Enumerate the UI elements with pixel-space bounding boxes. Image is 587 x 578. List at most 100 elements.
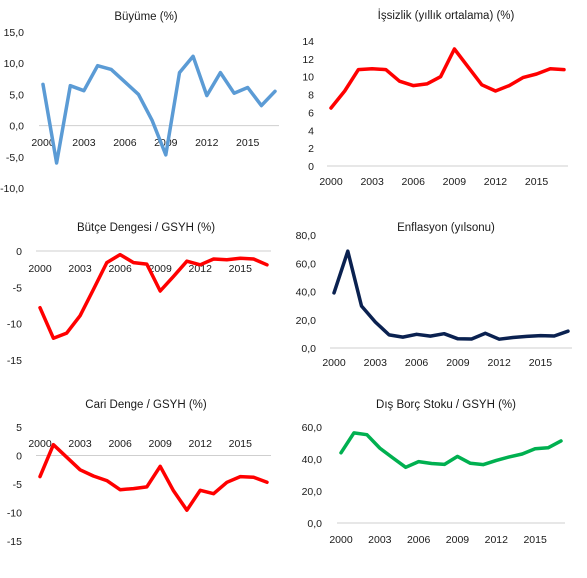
current-account-x-tick-label: 2009: [148, 438, 172, 450]
inflation-y-tick-label: 60,0: [296, 258, 317, 270]
external-debt-x-tick-label: 2000: [329, 534, 353, 546]
current-account-x-tick-label: 2015: [229, 438, 253, 450]
current-account-chart-title: Cari Denge / GSYH (%): [85, 399, 207, 411]
unemployment-data-point: [535, 73, 538, 76]
unemployment-chart-title: İşsizlik (yıllık ortalama) (%): [378, 9, 515, 22]
growth-data-point: [164, 153, 167, 156]
current-account-data-point: [52, 443, 55, 446]
growth-data-point: [192, 55, 195, 58]
growth-x-tick-label: 2006: [113, 137, 137, 149]
current-account-y-tick-label: -10: [7, 508, 22, 520]
current-account-data-point: [39, 475, 42, 478]
unemployment-data-point: [425, 82, 428, 85]
current-account-x-tick-label: 2012: [189, 438, 213, 450]
growth-data-point: [219, 71, 222, 74]
inflation-data-point: [553, 335, 556, 338]
growth-data-point: [69, 84, 72, 87]
inflation-data-point: [484, 332, 487, 335]
current-account-data-point: [185, 509, 188, 512]
external-debt-series-line: [339, 431, 563, 470]
external-debt-data-point: [469, 462, 472, 465]
inflation-chart-title: Enflasyon (yılsonu): [397, 222, 495, 234]
inflation-data-point: [498, 338, 501, 341]
inflation-x-tick-label: 2006: [405, 357, 429, 369]
growth-data-point: [151, 119, 154, 122]
budget-balance-data-point: [252, 258, 255, 261]
current-account-y-tick-label: -5: [13, 479, 22, 491]
growth-y-tick-label: 0,0: [9, 121, 24, 133]
current-account-data-point: [252, 476, 255, 479]
growth-data-point: [233, 92, 236, 95]
unemployment-y-tick-label: 4: [308, 125, 314, 137]
inflation-data-point: [360, 305, 363, 308]
budget-balance-data-point: [92, 288, 95, 291]
unemployment-data-point: [563, 68, 566, 71]
unemployment-y-tick-label: 0: [308, 161, 314, 173]
growth-y-tick-label: -10,0: [0, 183, 24, 195]
unemployment-data-point: [494, 90, 497, 93]
unemployment-y-tick-label: 2: [308, 143, 314, 155]
budget-balance-series-line: [38, 252, 269, 340]
current-account-data-point: [225, 481, 228, 484]
external-debt-data-point: [521, 453, 524, 456]
external-debt-data-point: [378, 447, 381, 450]
budget-balance-data-point: [225, 258, 228, 261]
external-debt-data-point: [456, 455, 459, 458]
unemployment-x-tick-label: 2012: [484, 176, 508, 188]
growth-data-point: [55, 162, 58, 165]
current-account-y-tick-label: 5: [16, 422, 22, 434]
external-debt-y-tick-label: 40,0: [302, 454, 323, 466]
external-debt-x-tick-label: 2012: [485, 534, 509, 546]
budget-balance-data-point: [39, 306, 42, 309]
current-account-data-point: [172, 489, 175, 492]
budget-balance-data-point: [105, 261, 108, 264]
inflation-y-tick-label: 0,0: [301, 343, 316, 355]
budget-balance-y-tick-label: -15: [7, 355, 22, 367]
inflation-data-point: [415, 333, 418, 336]
unemployment-x-tick-label: 2000: [319, 176, 343, 188]
unemployment-data-point: [412, 84, 415, 87]
current-account-data-point: [145, 485, 148, 488]
budget-balance-data-point: [199, 263, 202, 266]
budget-balance-y-tick-label: -5: [13, 282, 22, 294]
external-debt-x-tick-label: 2015: [523, 534, 547, 546]
inflation-data-point: [539, 334, 542, 337]
unemployment-data-point: [330, 107, 333, 110]
external-debt-data-point: [365, 433, 368, 436]
growth-x-tick-label: 2015: [236, 137, 260, 149]
growth-y-tick-label: -5,0: [6, 152, 24, 164]
unemployment-data-point: [508, 84, 511, 87]
unemployment-x-tick-label: 2015: [525, 176, 549, 188]
external-debt-y-tick-label: 0,0: [307, 518, 322, 530]
unemployment-data-point: [467, 65, 470, 68]
external-debt-data-point: [340, 451, 343, 454]
inflation-data-point: [374, 321, 377, 324]
external-debt-data-point: [443, 463, 446, 466]
unemployment-y-tick-label: 10: [302, 72, 314, 84]
current-account-data-point: [132, 487, 135, 490]
current-account-data-point: [199, 489, 202, 492]
external-debt-data-point: [391, 456, 394, 459]
inflation-data-point: [429, 335, 432, 338]
budget-balance-x-tick-label: 2012: [189, 263, 213, 275]
inflation-data-point: [567, 330, 570, 333]
inflation-data-point: [346, 250, 349, 253]
external-debt-data-point: [352, 431, 355, 434]
external-debt-y-tick-label: 60,0: [302, 422, 323, 434]
current-account-data-point: [159, 465, 162, 468]
unemployment-series-line: [329, 47, 566, 110]
budget-balance-y-tick-label: 0: [16, 246, 22, 258]
growth-data-point: [137, 93, 140, 96]
growth-data-point: [42, 83, 45, 86]
current-account-series-line: [38, 442, 269, 512]
inflation-data-point: [443, 332, 446, 335]
current-account-data-point: [105, 479, 108, 482]
unemployment-x-tick-label: 2009: [443, 176, 467, 188]
current-account-data-point: [79, 468, 82, 471]
current-account-data-point: [266, 481, 269, 484]
external-debt-y-tick-label: 20,0: [302, 486, 323, 498]
unemployment-x-tick-label: 2006: [402, 176, 426, 188]
growth-y-tick-label: 5,0: [9, 89, 24, 101]
growth-series-line: [41, 54, 277, 165]
unemployment-y-tick-label: 12: [302, 54, 314, 66]
